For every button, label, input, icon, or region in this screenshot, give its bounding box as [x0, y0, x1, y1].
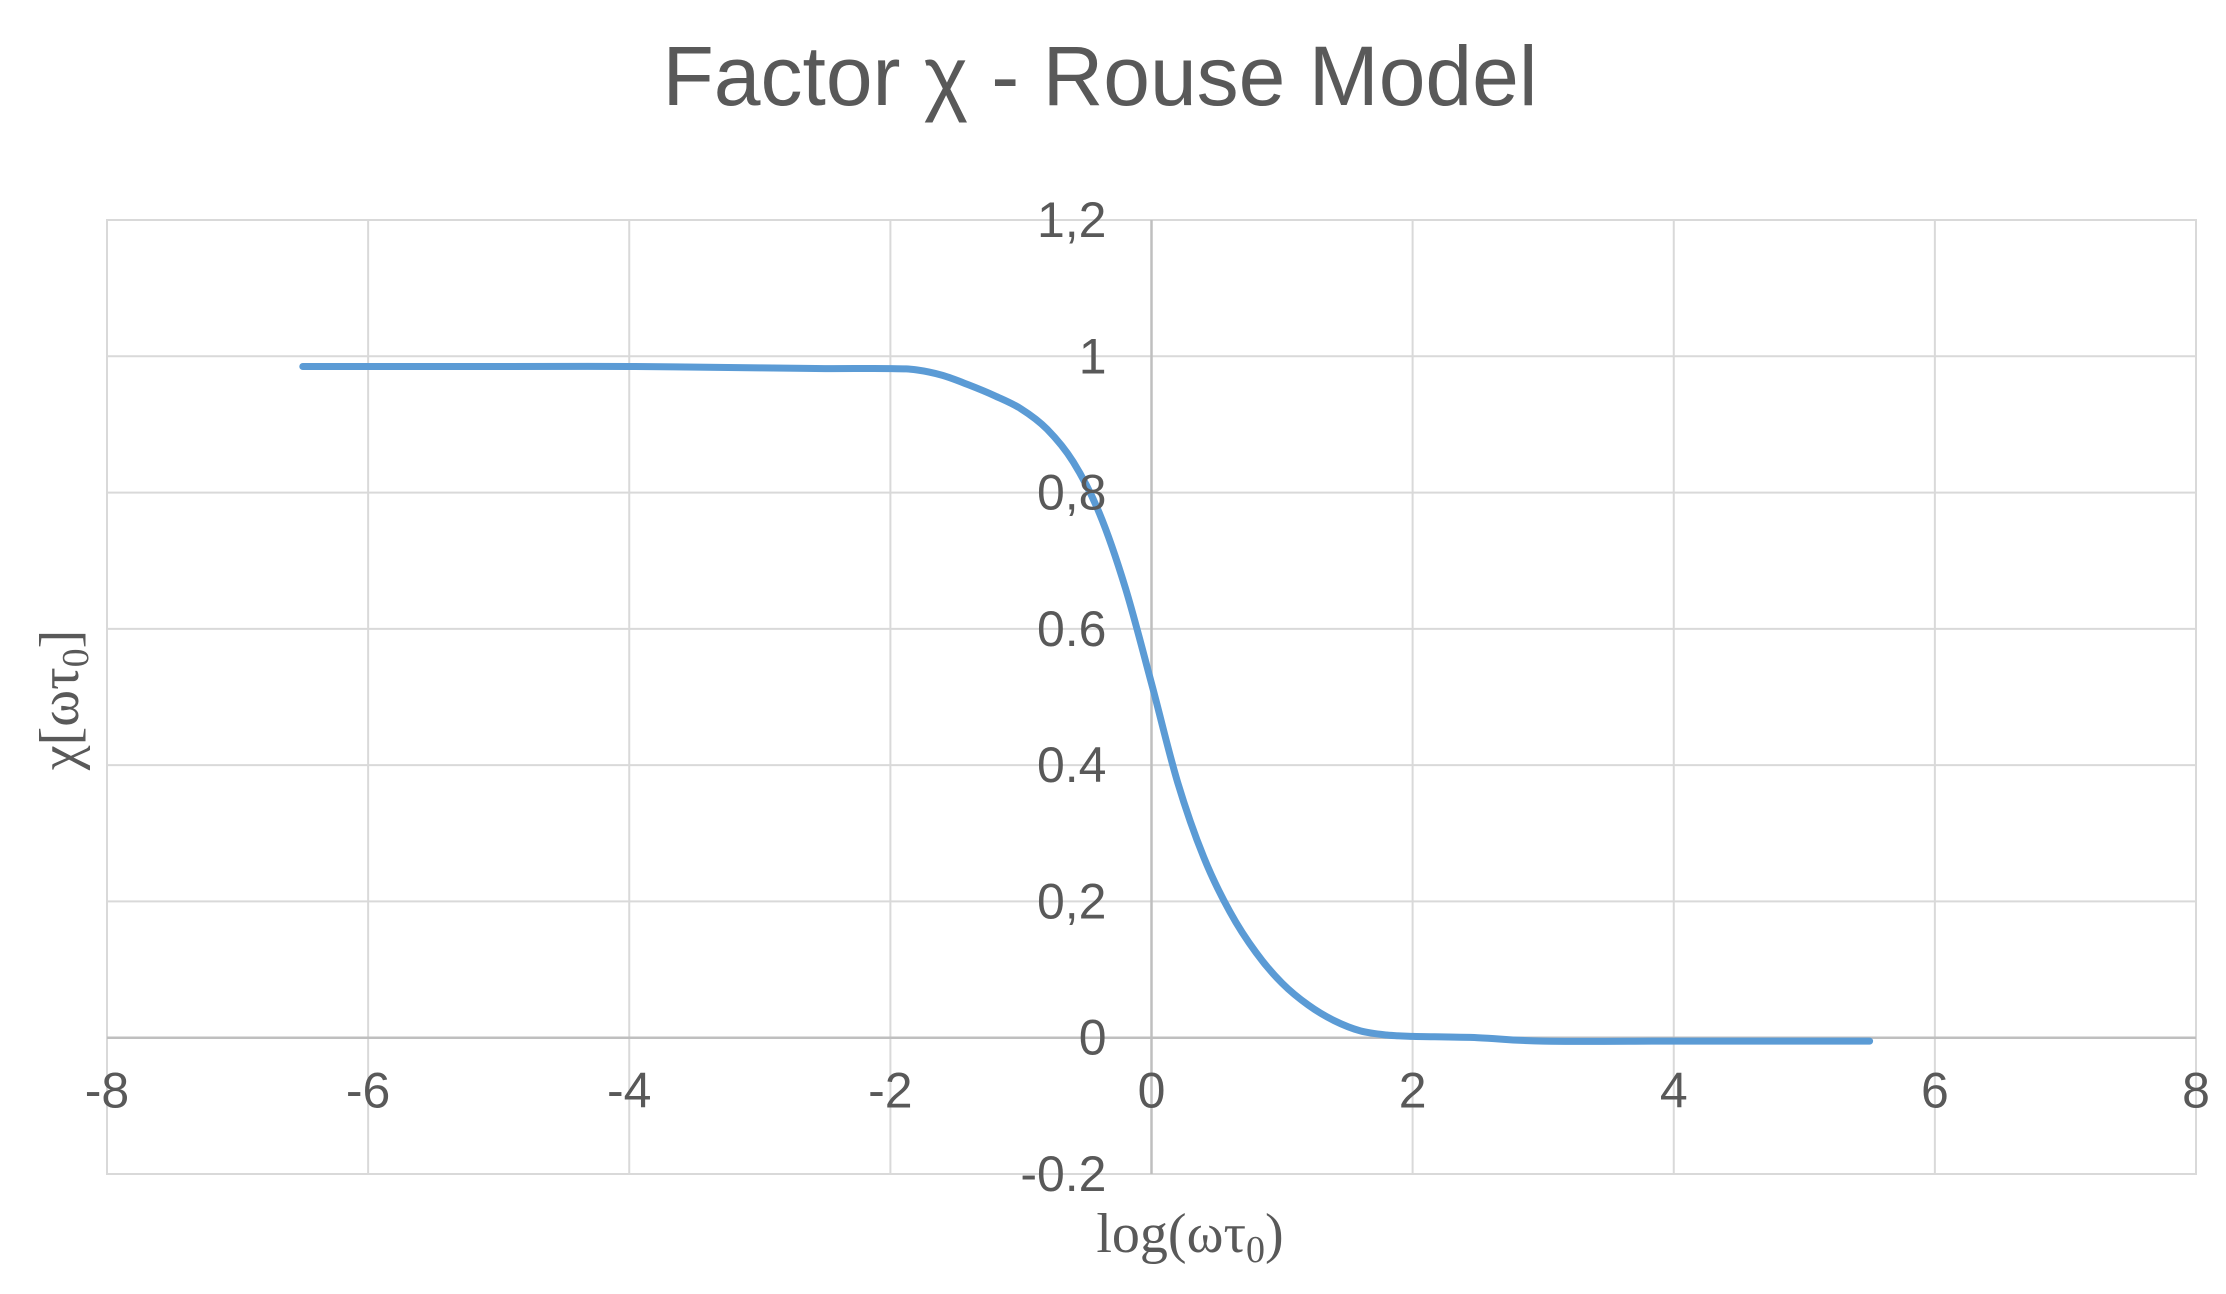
- series-line: [299, 362, 1874, 1045]
- x-tick-label: 0: [1138, 1063, 1166, 1119]
- series-layer: [299, 362, 1874, 1045]
- y-tick-label: 1,2: [1037, 192, 1107, 248]
- x-tick-label: -2: [868, 1063, 912, 1119]
- y-tick-label: 0.4: [1037, 737, 1107, 793]
- x-axis-label-subscript: 0: [1246, 1229, 1265, 1271]
- y-axis-label: χ[ωτ0]: [29, 630, 97, 772]
- y-tick-label: 0.6: [1037, 601, 1107, 657]
- y-tick-label: 0,2: [1037, 873, 1107, 929]
- x-tick-label: 6: [1921, 1063, 1949, 1119]
- x-tick-label: -8: [85, 1063, 129, 1119]
- x-axis-label-close: ): [1265, 1203, 1284, 1265]
- tick-labels: -8 -6 -4 -2 0 2 4 6 8 -0.2 0 0,2 0.4 0.6 0,8 1 1,2: [85, 192, 2210, 1202]
- x-tick-label: -6: [346, 1063, 390, 1119]
- y-tick-label: 0,8: [1037, 465, 1107, 521]
- x-axis-label-main: log(ωτ: [1096, 1203, 1246, 1265]
- y-axis-label-close: ]: [29, 630, 91, 649]
- y-tick-label: -0.2: [1020, 1146, 1106, 1202]
- y-axis-label-main: χ[ωτ: [29, 667, 91, 771]
- x-axis-label: log(ωτ0): [1096, 1203, 1283, 1271]
- x-tick-label: 2: [1399, 1063, 1427, 1119]
- y-axis-label-subscript: 0: [55, 648, 97, 667]
- x-tick-label: 8: [2182, 1063, 2210, 1119]
- x-tick-label: 4: [1660, 1063, 1688, 1119]
- y-tick-label: 1: [1079, 328, 1107, 384]
- y-tick-label: 0: [1079, 1010, 1107, 1066]
- x-tick-label: -4: [607, 1063, 651, 1119]
- chart-title: Factor χ - Rouse Model: [662, 29, 1537, 123]
